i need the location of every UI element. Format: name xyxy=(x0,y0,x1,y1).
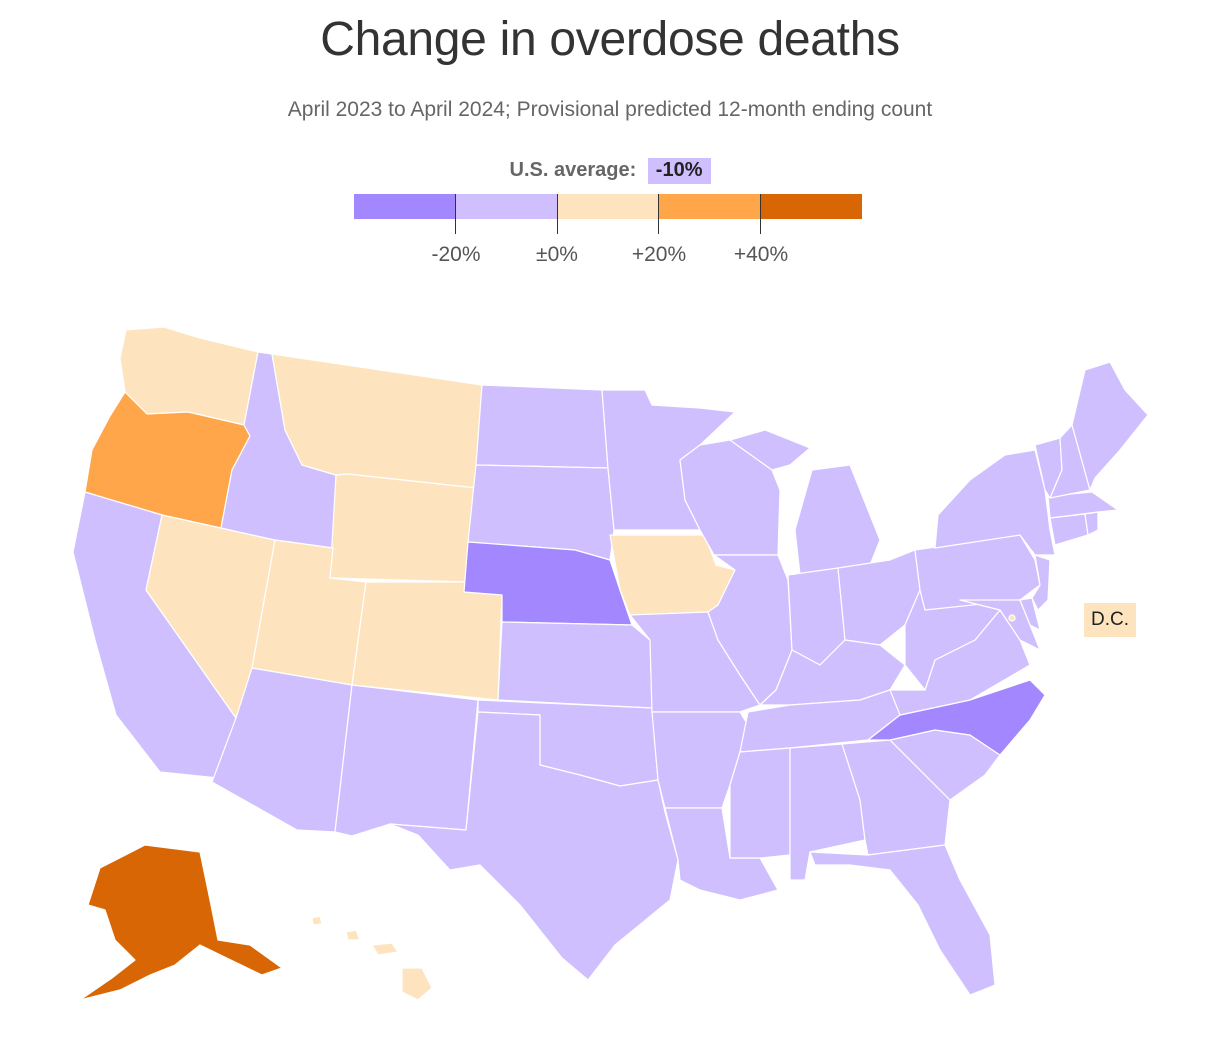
state-texas[interactable] xyxy=(389,711,679,981)
legend-label-minus-20: -20% xyxy=(431,243,481,266)
legend-label-zero: ±0% xyxy=(536,243,578,266)
state-delaware[interactable] xyxy=(1019,597,1041,631)
legend-tick xyxy=(455,194,456,234)
state-michigan[interactable] xyxy=(729,429,881,576)
state-alaska[interactable] xyxy=(79,844,283,1001)
legend-color-scale xyxy=(354,194,862,219)
state-colorado[interactable] xyxy=(351,581,503,701)
legend-swatch-3 xyxy=(557,194,659,219)
legend-label-plus-20: +20% xyxy=(631,243,687,266)
state-kansas[interactable] xyxy=(497,621,653,709)
state-rhode-island[interactable] xyxy=(1084,511,1099,536)
state-new-jersey[interactable] xyxy=(1031,554,1051,611)
us-average-value: -10% xyxy=(647,158,711,184)
state-pennsylvania[interactable] xyxy=(914,534,1041,611)
state-illinois[interactable] xyxy=(707,554,793,706)
legend-swatch-2 xyxy=(455,194,558,219)
state-new-york[interactable] xyxy=(934,449,1056,556)
state-massachusetts[interactable] xyxy=(1047,491,1119,519)
state-north-dakota[interactable] xyxy=(475,384,609,469)
legend-swatch-4 xyxy=(658,194,761,219)
us-average-label: U.S. average: xyxy=(509,159,637,181)
chart-subtitle: April 2023 to April 2024; Provisional pr… xyxy=(287,98,933,121)
state-maine[interactable] xyxy=(1071,361,1149,491)
state-dc[interactable] xyxy=(1008,614,1016,622)
state-wyoming[interactable] xyxy=(329,473,477,583)
legend-swatch-1 xyxy=(354,194,456,219)
us-average: U.S. average: -10% xyxy=(0,158,1220,184)
state-florida[interactable] xyxy=(809,844,996,996)
state-arkansas[interactable] xyxy=(651,711,749,809)
state-connecticut[interactable] xyxy=(1049,513,1089,546)
legend-swatch-5 xyxy=(760,194,862,219)
chart-title: Change in overdose deaths xyxy=(320,13,900,66)
state-new-hampshire[interactable] xyxy=(1049,424,1091,499)
legend-tick xyxy=(658,194,659,234)
legend-tick xyxy=(760,194,761,234)
state-louisiana[interactable] xyxy=(664,807,779,901)
dc-label: D.C. xyxy=(1084,603,1136,637)
state-mississippi[interactable] xyxy=(729,747,791,859)
legend-label-plus-40: +40% xyxy=(733,243,789,266)
legend-tick xyxy=(557,194,558,234)
state-new-mexico[interactable] xyxy=(334,684,479,837)
state-hawaii[interactable] xyxy=(311,915,433,1001)
